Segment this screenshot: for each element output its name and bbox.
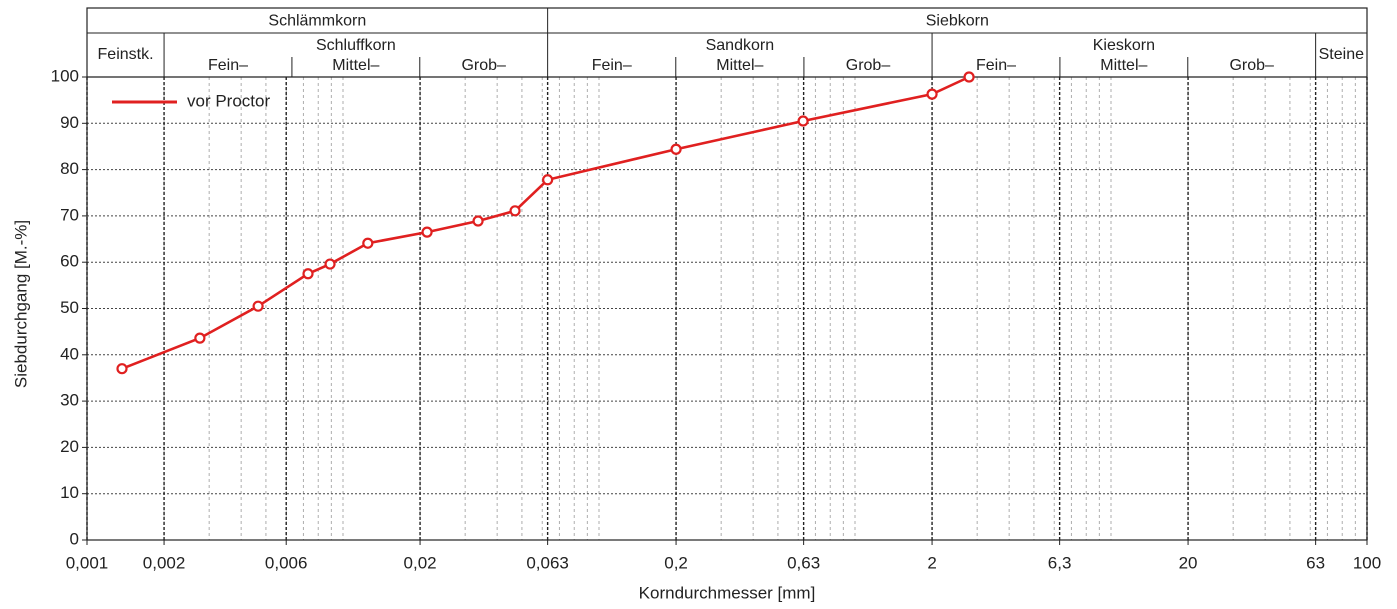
data-point xyxy=(362,237,374,249)
header-group-label: Kieskorn xyxy=(1093,37,1155,54)
header-part-label: Fein– xyxy=(592,57,632,74)
legend-label: vor Proctor xyxy=(187,91,270,110)
x-tick-label: 0,002 xyxy=(143,553,186,572)
data-point xyxy=(797,115,809,127)
x-tick-label: 0,02 xyxy=(404,553,437,572)
data-point xyxy=(421,226,433,238)
data-point xyxy=(116,363,128,375)
data-point xyxy=(252,300,264,312)
header-part-label: Grob– xyxy=(461,57,506,74)
x-tick-label: 6,3 xyxy=(1048,553,1072,572)
y-tick-label: 10 xyxy=(60,483,79,502)
data-point xyxy=(324,258,336,270)
x-tick-label: 0,63 xyxy=(787,553,820,572)
y-tick-label: 90 xyxy=(60,113,79,132)
data-line xyxy=(121,75,970,370)
y-tick-label: 80 xyxy=(60,159,79,178)
plot-frame xyxy=(86,7,1368,541)
data-point xyxy=(302,268,314,280)
y-tick-label: 60 xyxy=(60,252,79,271)
header-group-label: Feinstk. xyxy=(98,46,154,63)
x-axis-label: Korndurchmesser [mm] xyxy=(639,583,816,602)
x-tick-label: 0,001 xyxy=(66,553,109,572)
y-tick-label: 0 xyxy=(70,529,79,548)
data-point xyxy=(509,205,521,217)
x-tick-label: 2 xyxy=(927,553,936,572)
header-label: Schlämmkorn xyxy=(268,13,366,30)
x-tick-label: 63 xyxy=(1306,553,1325,572)
y-tick-label: 40 xyxy=(60,344,79,363)
data-point xyxy=(472,215,484,227)
header-label: Siebkorn xyxy=(926,13,989,30)
data-point xyxy=(542,174,554,186)
header-part-label: Mittel– xyxy=(716,57,763,74)
header-part-label: Fein– xyxy=(976,57,1016,74)
header-part-label: Fein– xyxy=(208,57,248,74)
y-axis-label: Siebdurchgang [M.-%] xyxy=(11,220,30,388)
y-tick-label: 20 xyxy=(60,437,79,456)
data-point xyxy=(194,332,206,344)
x-tick-label: 0,006 xyxy=(265,553,308,572)
header-group-label: Sandkorn xyxy=(706,37,775,54)
data-point xyxy=(926,88,938,100)
data-point xyxy=(963,71,975,83)
y-tick-label: 100 xyxy=(51,66,79,85)
x-tick-label: 0,2 xyxy=(664,553,688,572)
y-tick-label: 70 xyxy=(60,205,79,224)
x-tick-label: 0,063 xyxy=(526,553,569,572)
header-part-label: Grob– xyxy=(846,57,891,74)
data-point xyxy=(670,143,682,155)
y-tick-label: 30 xyxy=(60,391,79,410)
header-part-label: Mittel– xyxy=(332,57,379,74)
header-part-label: Grob– xyxy=(1229,57,1274,74)
x-tick-label: 20 xyxy=(1179,553,1198,572)
header-part-label: Mittel– xyxy=(1100,57,1147,74)
y-tick-label: 50 xyxy=(60,298,79,317)
header-group-label: Schluffkorn xyxy=(316,37,396,54)
header-group-label: Steine xyxy=(1319,46,1364,63)
x-tick-label: 100 xyxy=(1353,553,1381,572)
